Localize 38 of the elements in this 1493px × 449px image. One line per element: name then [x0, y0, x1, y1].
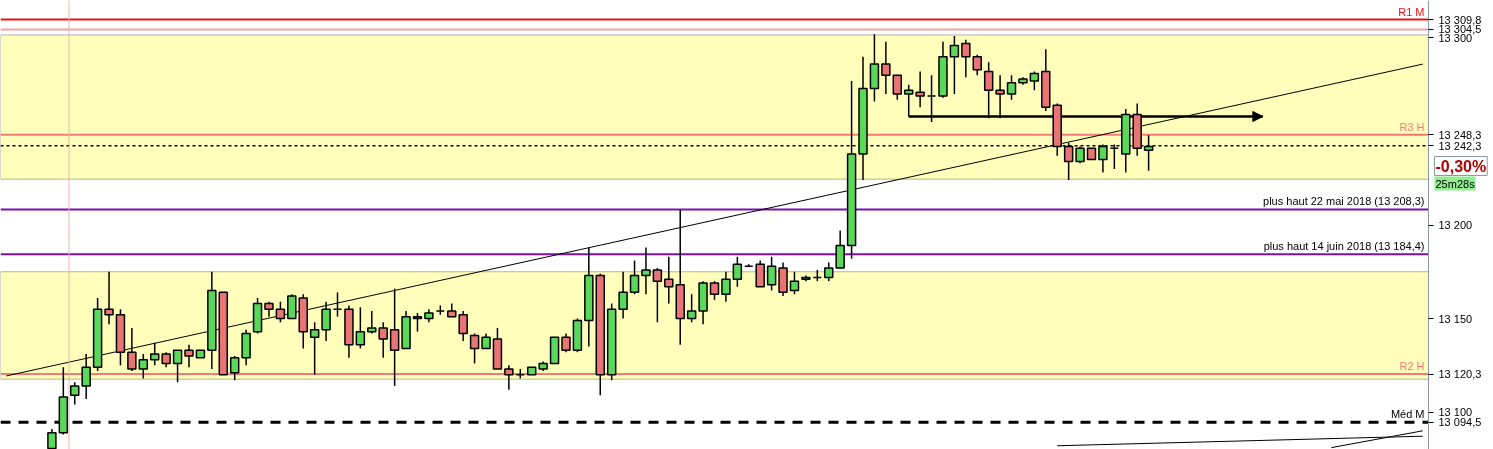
text: -0,30% [1435, 157, 1487, 175]
candlestick [184, 343, 194, 368]
y-tick-label: 13 200 [1438, 219, 1473, 231]
ref-line-label: Méd M [1390, 408, 1425, 421]
y-tick-label: 13 248,3 [1438, 128, 1482, 141]
candlestick [355, 306, 366, 350]
candlestick [309, 321, 320, 376]
candlestick [458, 310, 468, 342]
candlestick [561, 332, 571, 353]
ref-line-label: R2 H [1399, 360, 1425, 373]
candlestick [881, 40, 891, 95]
ref-line-label: plus haut 14 juin 2018 (13 184,4) [1263, 240, 1425, 253]
candlestick [412, 312, 423, 333]
candlestick [709, 280, 720, 301]
candlestick [127, 327, 137, 372]
ref-line-label: plus haut 22 mai 2018 (13 208,3) [1263, 195, 1425, 208]
y-tick-label: 13 150 [1438, 312, 1473, 325]
text: 25m28s [1435, 177, 1476, 190]
candlestick [961, 39, 971, 78]
ref-line-label: R3 H [1399, 120, 1425, 133]
y-tick-label: 13 100 [1438, 406, 1473, 419]
candlestick [47, 428, 57, 449]
y-tick-label: 13 120,3 [1438, 368, 1482, 381]
ref-line-label: R1 M [1398, 5, 1425, 18]
candlestick [1006, 74, 1017, 101]
candlestick [321, 300, 331, 342]
candlestick [972, 54, 982, 77]
candlestick [469, 332, 480, 365]
candlestick [149, 342, 160, 367]
candlestick [915, 70, 925, 108]
candlestick [835, 229, 845, 269]
y-tick-label: 13 094,5 [1438, 416, 1482, 429]
candlestick [275, 300, 286, 324]
candlestick [892, 74, 903, 101]
candlestick [70, 381, 80, 406]
y-tick-label: 13 309,8 [1438, 13, 1482, 26]
candlestick [686, 293, 697, 324]
candlestick [1029, 70, 1040, 92]
